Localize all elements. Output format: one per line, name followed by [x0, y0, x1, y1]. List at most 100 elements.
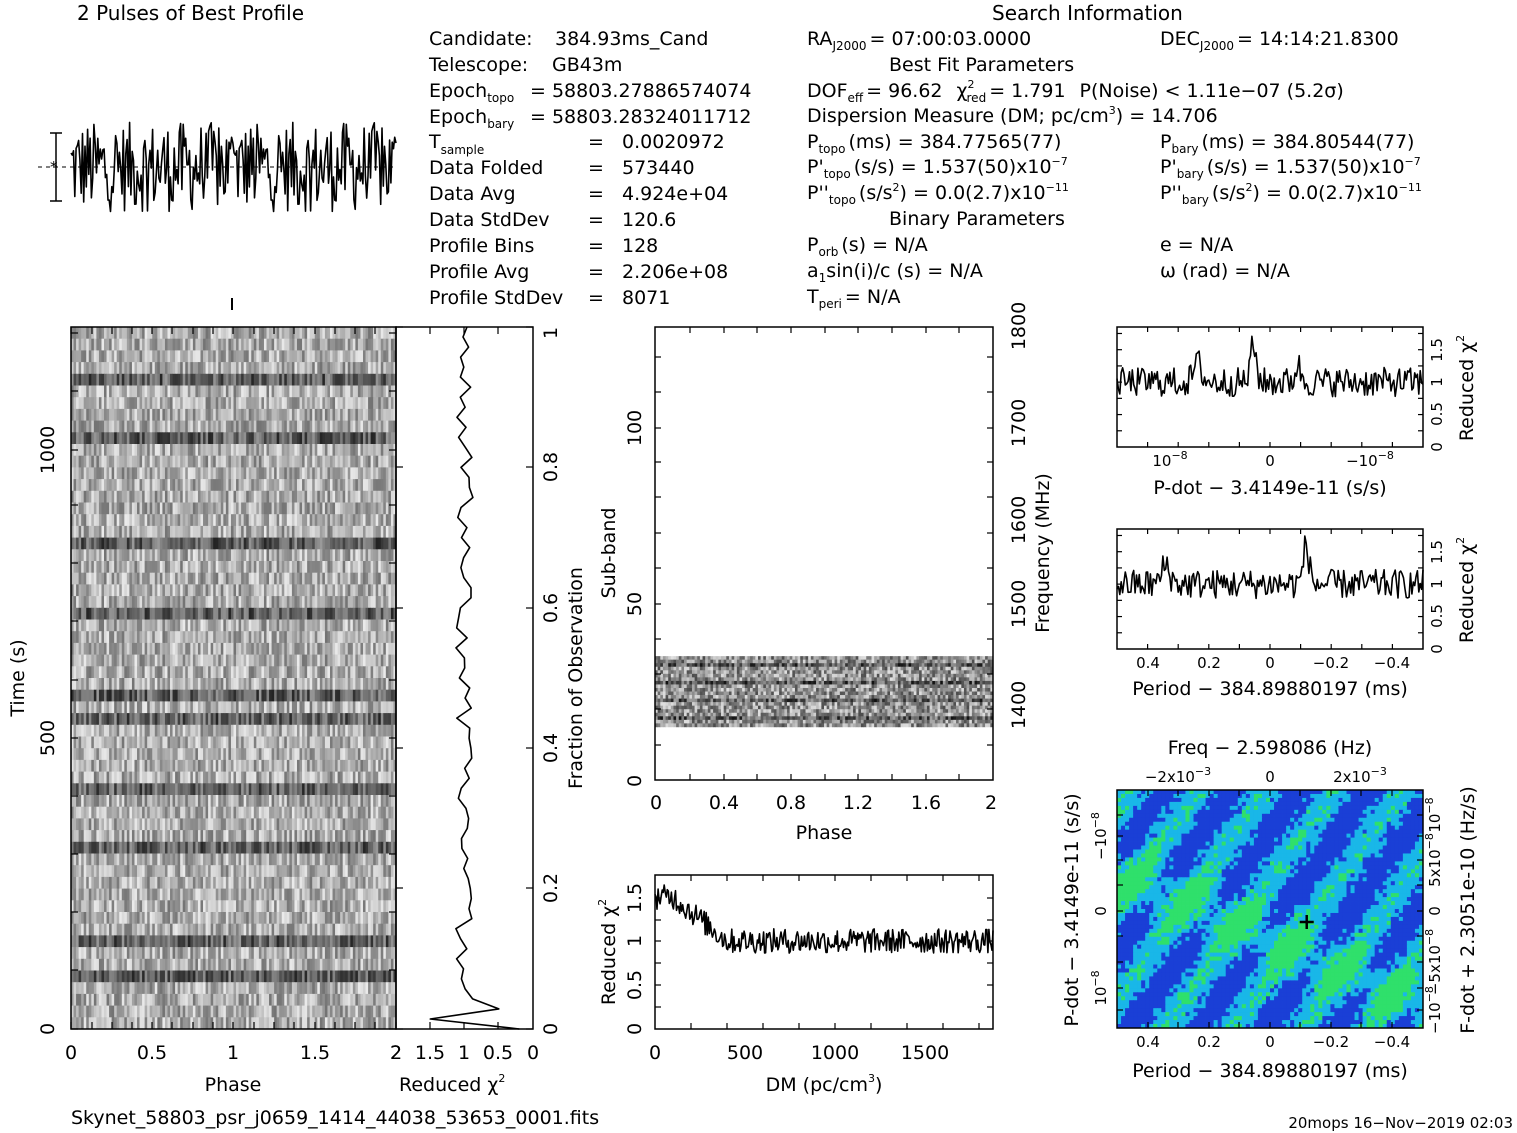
time-phase-pixel: [215, 713, 219, 726]
time-phase-pixel: [243, 642, 247, 655]
time-phase-pixel: [258, 455, 262, 468]
time-phase-pixel: [167, 561, 171, 574]
time-phase-pixel: [119, 619, 123, 632]
time-phase-pixel: [159, 455, 163, 468]
time-phase-pixel: [279, 689, 283, 702]
time-phase-pixel: [164, 432, 168, 445]
time-phase-pixel: [172, 724, 176, 737]
time-phase-pixel: [220, 759, 224, 772]
time-phase-pixel: [241, 420, 245, 433]
time-phase-pixel: [299, 467, 303, 480]
time-phase-pixel: [263, 748, 267, 761]
time-phase-pixel: [312, 689, 316, 702]
time-phase-pixel: [281, 490, 285, 503]
time-phase-pixel: [322, 385, 326, 398]
time-phase-pixel: [131, 701, 135, 714]
time-phase-pixel: [373, 338, 377, 351]
time-phase-pixel: [385, 385, 389, 398]
time-phase-pixel: [385, 549, 389, 562]
time-phase-pixel: [362, 689, 366, 702]
time-phase-pixel: [228, 713, 232, 726]
time-phase-pixel: [164, 713, 168, 726]
time-phase-pixel: [276, 736, 280, 749]
time-phase-pixel: [154, 713, 158, 726]
time-phase-pixel: [134, 327, 138, 340]
time-phase-pixel: [131, 537, 135, 550]
time-phase-pixel: [233, 607, 237, 620]
time-phase-pixel: [78, 549, 82, 562]
time-phase-pixel: [362, 525, 366, 538]
time-phase-pixel: [332, 654, 336, 667]
time-phase-pixel: [332, 420, 336, 433]
time-phase-pixel: [210, 432, 214, 445]
time-phase-pixel: [362, 596, 366, 609]
time-phase-pixel: [261, 385, 265, 398]
time-phase-pixel: [337, 479, 341, 492]
time-phase-pixel: [276, 549, 280, 562]
time-phase-pixel: [307, 373, 311, 386]
time-phase-pixel: [383, 678, 387, 691]
time-phase-pixel: [106, 736, 110, 749]
time-phase-pixel: [73, 338, 77, 351]
time-phase-pixel: [213, 572, 217, 585]
time-phase-pixel: [230, 549, 234, 562]
time-phase-pixel: [149, 713, 153, 726]
time-phase-pixel: [86, 736, 90, 749]
time-phase-pixel: [286, 327, 290, 340]
time-phase-pixel: [167, 607, 171, 620]
time-phase-pixel: [187, 432, 191, 445]
time-phase-pixel: [205, 514, 209, 527]
time-phase-pixel: [322, 736, 326, 749]
time-phase-pixel: [266, 561, 270, 574]
time-phase-pixel: [228, 631, 232, 644]
time-phase-pixel: [258, 631, 262, 644]
time-phase-pixel: [167, 619, 171, 632]
time-phase-pixel: [96, 654, 100, 667]
time-phase-pixel: [96, 748, 100, 761]
time-phase-pixel: [314, 350, 318, 363]
time-phase-pixel: [187, 525, 191, 538]
time-phase-pixel: [271, 350, 275, 363]
time-phase-pixel: [185, 619, 189, 632]
time-phase-pixel: [154, 385, 158, 398]
time-phase-pixel: [324, 385, 328, 398]
time-phase-pixel: [91, 327, 95, 340]
time-phase-pixel: [91, 432, 95, 445]
time-phase-pixel: [378, 444, 382, 457]
time-phase-pixel: [73, 724, 77, 737]
time-phase-pixel: [352, 514, 356, 527]
time-phase-pixel: [281, 607, 285, 620]
time-phase-pixel: [121, 455, 125, 468]
time-phase-pixel: [78, 385, 82, 398]
time-phase-pixel: [307, 327, 311, 340]
time-phase-pixel: [208, 420, 212, 433]
time-phase-pixel: [253, 748, 257, 761]
time-phase-pixel: [83, 771, 87, 784]
time-phase-pixel: [190, 607, 194, 620]
time-phase-pixel: [378, 666, 382, 679]
time-phase-pixel: [347, 444, 351, 457]
time-phase-pixel: [185, 479, 189, 492]
time-phase-pixel: [307, 420, 311, 433]
time-phase-pixel: [190, 432, 194, 445]
time-phase-pixel: [139, 490, 143, 503]
time-phase-pixel: [159, 713, 163, 726]
time-phase-pixel: [281, 502, 285, 515]
time-phase-pixel: [383, 701, 387, 714]
time-phase-pixel: [225, 596, 229, 609]
time-phase-pixel: [296, 549, 300, 562]
time-phase-pixel: [86, 362, 90, 375]
time-phase-pixel: [375, 584, 379, 597]
time-phase-pixel: [246, 327, 250, 340]
time-phase-pixel: [215, 689, 219, 702]
time-phase-pixel: [253, 561, 257, 574]
time-phase-pixel: [314, 385, 318, 398]
time-phase-pixel: [172, 397, 176, 410]
time-phase-pixel: [144, 467, 148, 480]
time-phase-pixel: [134, 373, 138, 386]
time-phase-pixel: [185, 350, 189, 363]
time-phase-pixel: [296, 467, 300, 480]
time-phase-pixel: [355, 397, 359, 410]
time-phase-pixel: [215, 561, 219, 574]
time-phase-pixel: [299, 771, 303, 784]
